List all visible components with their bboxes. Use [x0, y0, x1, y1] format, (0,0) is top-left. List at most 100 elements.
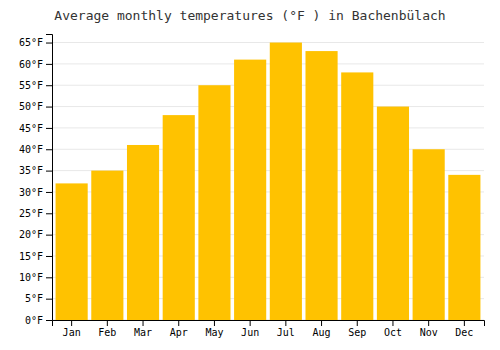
y-tick-label: 50°F — [19, 101, 43, 112]
grid-line — [52, 85, 484, 86]
x-tick-label: Apr — [170, 327, 188, 338]
x-tick-label: Jun — [241, 327, 259, 338]
y-tick: 0°F — [25, 315, 52, 326]
bar — [127, 145, 159, 320]
y-tick-mark — [46, 64, 52, 65]
bar — [448, 175, 480, 320]
y-tick: 30°F — [19, 187, 52, 198]
bar — [341, 72, 373, 320]
y-tick-mark — [46, 235, 52, 236]
y-tick-mark — [46, 299, 52, 300]
x-tick: Jan — [63, 320, 81, 338]
y-axis-line — [46, 35, 53, 321]
y-tick-mark — [46, 256, 52, 257]
bar — [305, 51, 337, 320]
x-tick-label: Aug — [313, 327, 331, 338]
y-tick-mark — [46, 171, 52, 172]
x-tick: Dec — [455, 320, 473, 338]
y-tick-mark — [46, 85, 52, 86]
bar — [198, 85, 230, 320]
plot: 0°F 5°F 10°F 15°F 20°F 25°F 30°F 35°F 40°F 45°F 50… — [19, 35, 485, 339]
bar — [56, 183, 88, 320]
bar — [413, 149, 445, 320]
y-tick-mark — [46, 43, 52, 44]
x-tick: Jul — [277, 320, 295, 338]
y-tick-label: 25°F — [19, 208, 43, 219]
x-tick-label: May — [205, 327, 223, 338]
x-tick-label: Mar — [134, 327, 152, 338]
x-tick-mark — [143, 320, 144, 326]
grid-line — [52, 106, 484, 107]
x-tick-label: Feb — [98, 327, 116, 338]
bar — [163, 115, 195, 320]
grid-line — [52, 63, 484, 64]
x-tick-label: Sep — [348, 327, 366, 338]
x-tick-mark — [321, 320, 322, 326]
x-tick-mark — [464, 320, 465, 326]
x-tick-label: Nov — [420, 327, 438, 338]
y-tick: 25°F — [19, 208, 52, 219]
y-tick-label: 5°F — [25, 293, 43, 304]
y-tick-mark — [46, 128, 52, 129]
bar — [270, 43, 302, 320]
y-tick-label: 35°F — [19, 165, 43, 176]
x-tick-mark — [357, 320, 358, 326]
x-tick: May — [205, 320, 223, 338]
y-tick-label: 20°F — [19, 229, 43, 240]
x-axis-line — [53, 321, 485, 327]
bars — [56, 43, 481, 320]
y-tick-label: 10°F — [19, 272, 43, 283]
bar — [377, 107, 409, 320]
x-tick-mark — [107, 320, 108, 326]
bar — [234, 60, 266, 320]
x-tick: Mar — [134, 320, 152, 338]
x-tick-label: Dec — [455, 327, 473, 338]
y-tick: 65°F — [19, 37, 52, 48]
x-tick: Jun — [241, 320, 259, 338]
x-tick-mark — [178, 320, 179, 326]
x-tick: Feb — [98, 320, 116, 338]
y-tick: 15°F — [19, 251, 52, 262]
y-tick-label: 55°F — [19, 80, 43, 91]
y-tick-mark — [46, 107, 52, 108]
y-tick-label: 45°F — [19, 123, 43, 134]
x-tick-mark — [71, 320, 72, 326]
y-tick-mark — [46, 192, 52, 193]
y-tick-label: 65°F — [19, 37, 43, 48]
y-tick: 55°F — [19, 80, 52, 91]
x-axis: Jan Feb Mar Apr May Jun Jul Aug Sep Oct Nov Dec — [53, 320, 485, 338]
y-tick-mark — [46, 149, 52, 150]
x-tick: Oct — [384, 320, 402, 338]
y-tick: 20°F — [19, 229, 52, 240]
title: Average monthly temperatures (°F ) in Ba… — [54, 8, 445, 23]
y-tick-label: 60°F — [19, 59, 43, 70]
x-tick: Nov — [420, 320, 438, 338]
y-tick: 40°F — [19, 144, 52, 155]
y-tick-label: 0°F — [25, 315, 43, 326]
y-tick: 45°F — [19, 123, 52, 134]
grid — [52, 43, 484, 320]
x-tick: Apr — [170, 320, 188, 338]
x-tick-label: Jan — [63, 327, 81, 338]
chart: Average monthly temperatures (°F ) in Ba… — [0, 0, 500, 350]
y-tick-label: 15°F — [19, 251, 43, 262]
y-tick: 50°F — [19, 101, 52, 112]
x-tick: Aug — [313, 320, 331, 338]
y-tick-mark — [46, 320, 52, 321]
grid-line — [52, 127, 484, 128]
x-tick-mark — [428, 320, 429, 326]
y-tick: 35°F — [19, 165, 52, 176]
y-tick-label: 40°F — [19, 144, 43, 155]
y-axis: 0°F 5°F 10°F 15°F 20°F 25°F 30°F 35°F 40°F 45°F 50… — [19, 35, 53, 326]
y-tick-label: 30°F — [19, 187, 43, 198]
x-tick-label: Jul — [277, 327, 295, 338]
y-tick: 10°F — [19, 272, 52, 283]
y-tick-mark — [46, 277, 52, 278]
grid-line — [52, 42, 484, 43]
y-tick: 60°F — [19, 59, 52, 70]
y-tick-mark — [46, 213, 52, 214]
x-tick-mark — [250, 320, 251, 326]
bar — [91, 171, 123, 320]
x-tick: Sep — [348, 320, 366, 338]
x-tick-label: Oct — [384, 327, 402, 338]
